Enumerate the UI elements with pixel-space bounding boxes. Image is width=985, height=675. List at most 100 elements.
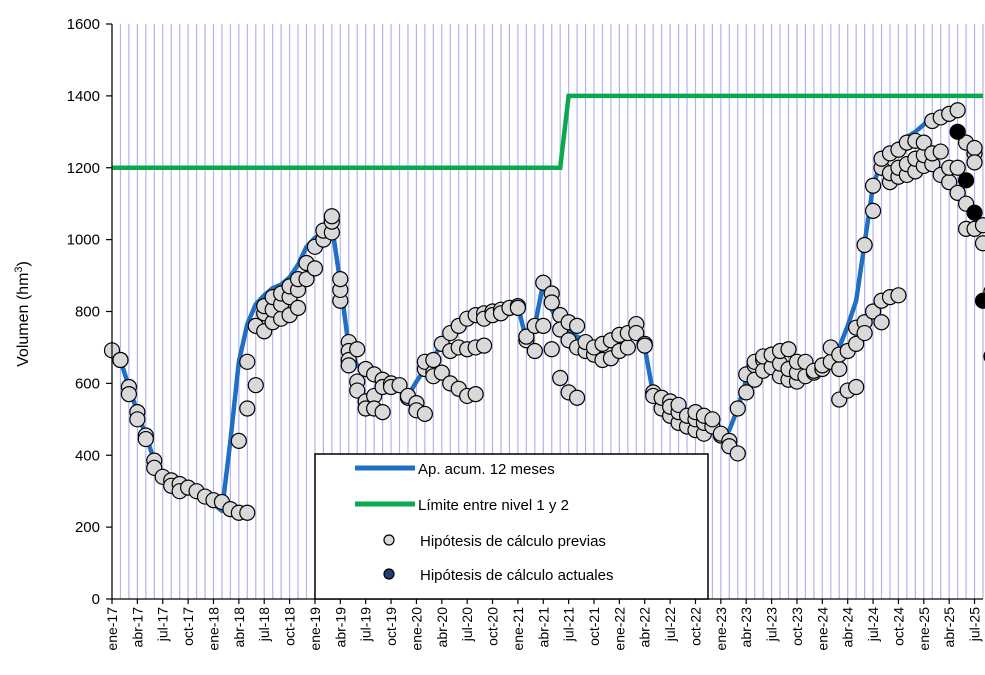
point-previas [738, 384, 755, 401]
point-previas [349, 341, 366, 358]
point-previas [568, 389, 586, 406]
y-tick-label: 600 [75, 375, 100, 392]
y-axis-title-close: ) [15, 261, 32, 266]
x-tick-label: ene-22 [611, 607, 627, 651]
point-previas [552, 369, 569, 387]
y-tick-label: 0 [92, 591, 100, 608]
legend-marker-previas [383, 534, 395, 546]
x-tick-label: oct-22 [687, 607, 703, 646]
y-tick-label: 1000 [67, 232, 100, 249]
point-previas [619, 339, 636, 356]
x-tick-label: abr-21 [535, 607, 551, 648]
x-tick-label: oct-20 [485, 607, 501, 646]
point-previas [704, 411, 721, 428]
point-previas [915, 134, 932, 151]
y-axis-title-main: Volumen (hm [15, 273, 32, 367]
point-previas [323, 208, 340, 225]
x-tick-label: ene-18 [205, 607, 221, 651]
y-axis-title-superscript: 3 [13, 266, 25, 272]
x-tick-label: abr-25 [941, 607, 957, 648]
point-previas [239, 504, 256, 521]
point-previas [848, 378, 865, 396]
x-tick-label: abr-19 [332, 607, 348, 648]
x-tick-label: oct-17 [180, 607, 196, 646]
x-tick-label: abr-20 [434, 607, 450, 648]
x-tick-label: abr-24 [840, 607, 856, 648]
point-previas [332, 271, 349, 288]
point-previas [289, 299, 307, 317]
y-tick-label: 200 [75, 519, 100, 536]
x-tick-label: oct-18 [282, 607, 298, 646]
point-previas [374, 404, 391, 421]
x-tick-label: oct-23 [789, 607, 805, 646]
point-previas [568, 317, 586, 334]
point-previas [239, 400, 256, 417]
y-tick-label: 400 [75, 447, 100, 464]
x-tick-label: jul-19 [358, 607, 374, 642]
point-previas [873, 314, 890, 331]
plot-area [103, 93, 985, 521]
x-tick-label: jul-23 [764, 607, 780, 642]
point-previas [416, 405, 433, 423]
x-tick-label: abr-22 [637, 607, 653, 648]
y-tick-label: 1600 [67, 16, 100, 33]
legend-label-ap-acum: Ap. acum. 12 meses [418, 461, 555, 478]
point-previas [230, 432, 247, 449]
point-previas [391, 377, 408, 394]
point-previas [636, 337, 653, 354]
point-previas [340, 357, 357, 374]
point-previas [864, 303, 882, 320]
legend-label-actuales: Hipótesis de cálculo actuales [420, 567, 613, 584]
point-previas [864, 202, 882, 219]
y-tick-label: 800 [75, 304, 100, 321]
point-previas [974, 217, 985, 234]
legend-label-previas: Hipótesis de cálculo previas [420, 533, 606, 550]
point-previas [856, 236, 873, 254]
point-actuales [957, 172, 975, 189]
x-tick-label: jul-22 [662, 607, 678, 642]
point-previas [966, 139, 983, 157]
point-previas [670, 396, 687, 414]
point-previas [864, 177, 882, 194]
x-tick-label: abr-17 [129, 607, 145, 648]
point-previas [949, 184, 966, 202]
x-tick-label: oct-21 [586, 607, 602, 646]
point-previas [949, 102, 966, 119]
y-tick-label: 1400 [67, 88, 100, 105]
point-previas [239, 353, 256, 370]
x-tick-label: jul-21 [561, 607, 577, 642]
point-previas [137, 430, 154, 448]
point-previas [729, 445, 746, 462]
point-previas [247, 377, 264, 394]
point-previas [890, 287, 907, 304]
point-previas [425, 351, 442, 369]
point-previas [628, 324, 645, 342]
point-previas [780, 341, 797, 358]
point-previas [543, 341, 560, 358]
point-previas [974, 235, 985, 252]
x-tick-label: oct-19 [383, 607, 399, 646]
y-axis-title: Volumen (hm3) [13, 261, 32, 367]
legend: Ap. acum. 12 meses Límite entre nivel 1 … [314, 453, 709, 600]
point-previas [475, 337, 493, 354]
x-tick-label: ene-19 [307, 607, 323, 651]
point-previas [932, 143, 949, 160]
point-previas [856, 324, 873, 342]
x-tick-label: ene-20 [408, 607, 424, 651]
x-tick-label: ene-25 [916, 607, 932, 651]
point-previas [543, 294, 560, 311]
x-tick-label: jul-25 [967, 607, 983, 642]
point-previas [509, 299, 527, 317]
point-previas [966, 154, 983, 171]
x-tick-label: ene-21 [510, 607, 526, 651]
point-previas [831, 360, 848, 378]
point-previas [433, 364, 450, 381]
legend-label-limite: Límite entre nivel 1 y 2 [418, 497, 569, 514]
point-previas [467, 386, 484, 403]
legend-box [314, 453, 709, 600]
x-tick-label: jul-18 [256, 607, 272, 642]
point-actuales [949, 123, 966, 140]
point-previas [949, 159, 966, 176]
series-line-limite [112, 93, 983, 170]
